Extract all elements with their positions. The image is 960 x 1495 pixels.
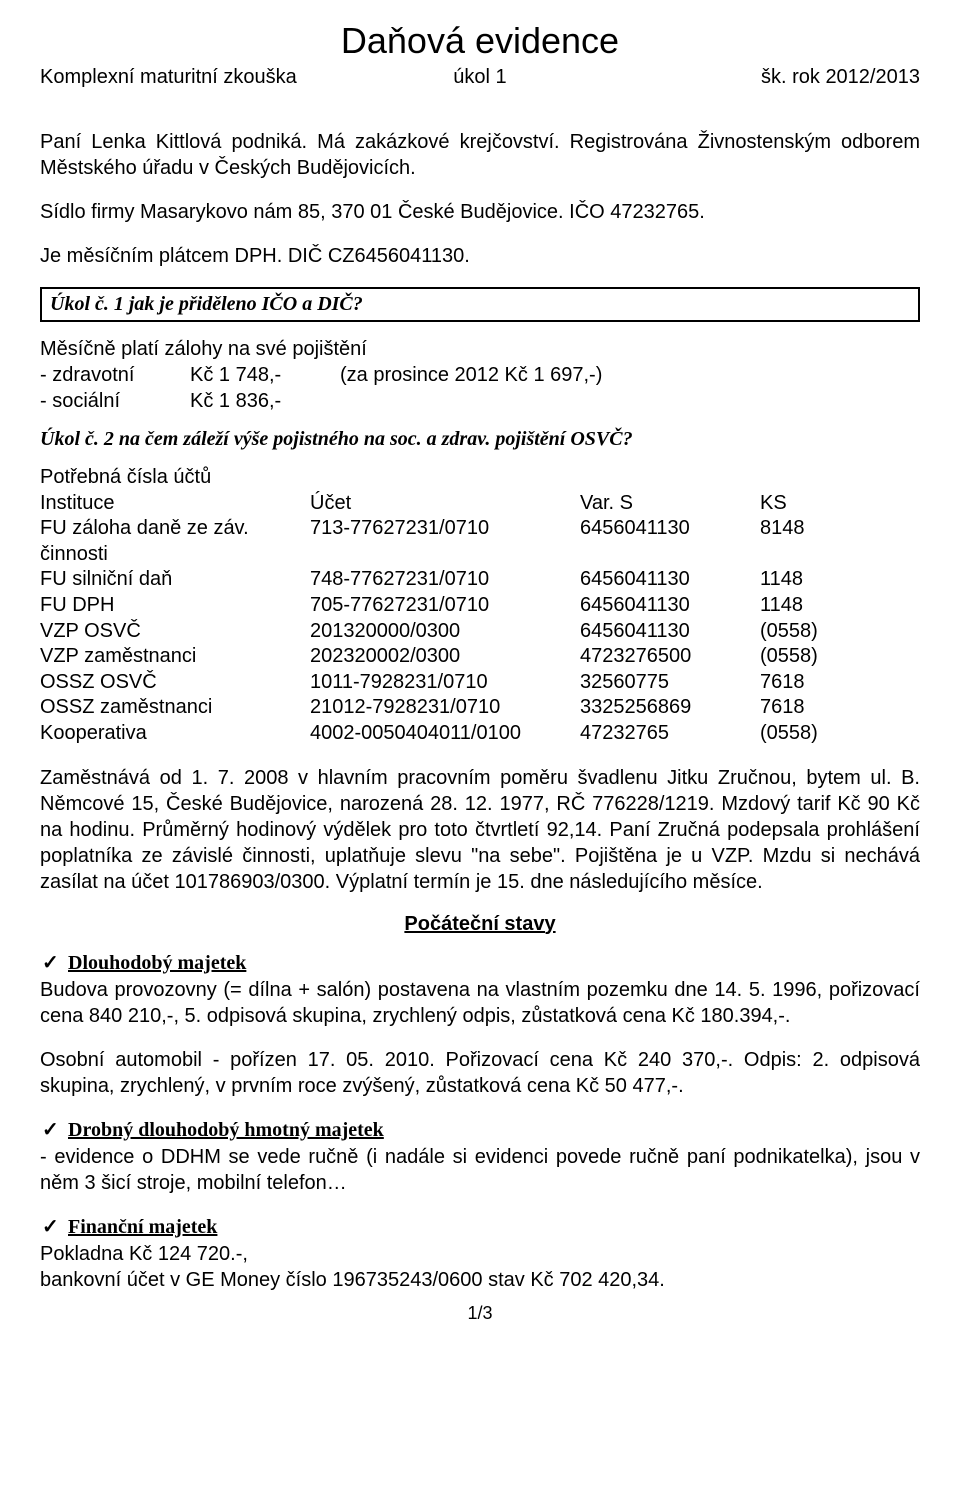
zalohy-intro: Měsíčně platí zálohy na své pojištění [40, 336, 920, 362]
cell: FU záloha daně ze záv. činnosti [40, 516, 310, 567]
table-row: OSSZ zaměstnanci21012-7928231/0710332525… [40, 695, 920, 721]
section-heading-initial: Počáteční stavy [40, 913, 920, 936]
cell: 32560775 [580, 670, 760, 696]
accounts-header: Instituce Účet Var. S KS [40, 491, 920, 517]
cell: 705-77627231/0710 [310, 593, 580, 619]
zalohy-amount: Kč 1 748,- [190, 362, 340, 388]
check-icon: ✓ [42, 950, 68, 975]
task-2: Úkol č. 2 na čem záleží výše pojistného … [40, 428, 920, 451]
intro-p1: Paní Lenka Kittlová podniká. Má zakázkov… [40, 129, 920, 181]
header-mid: úkol 1 [333, 66, 626, 89]
employment-paragraph: Zaměstnává od 1. 7. 2008 v hlavním praco… [40, 765, 920, 895]
zalohy-amount: Kč 1 836,- [190, 388, 340, 414]
header-row: Komplexní maturitní zkouška úkol 1 šk. r… [40, 66, 920, 89]
col-header: KS [760, 491, 860, 517]
cell: 8148 [760, 516, 860, 567]
zalohy-block: Měsíčně platí zálohy na své pojištění - … [40, 336, 920, 414]
cell: Kooperativa [40, 721, 310, 747]
col-header: Instituce [40, 491, 310, 517]
table-row: VZP OSVČ201320000/03006456041130(0558) [40, 619, 920, 645]
financni-l2: bankovní účet v GE Money číslo 196735243… [40, 1267, 920, 1293]
zalohy-note [340, 388, 920, 414]
cell: 4002-0050404011/0100 [310, 721, 580, 747]
cell: VZP OSVČ [40, 619, 310, 645]
cell: 47232765 [580, 721, 760, 747]
table-row: FU DPH705-77627231/071064560411301148 [40, 593, 920, 619]
check-label: Drobný dlouhodobý hmotný majetek [68, 1119, 384, 1141]
zalohy-row: - sociální Kč 1 836,- [40, 388, 920, 414]
document-page: Daňová evidence Komplexní maturitní zkou… [0, 0, 960, 1495]
cell: 4723276500 [580, 644, 760, 670]
cell: (0558) [760, 721, 860, 747]
table-row: Kooperativa4002-0050404011/010047232765(… [40, 721, 920, 747]
cell: 7618 [760, 695, 860, 721]
cell: (0558) [760, 619, 860, 645]
cell: 6456041130 [580, 516, 760, 567]
cell: 3325256869 [580, 695, 760, 721]
cell: OSSZ zaměstnanci [40, 695, 310, 721]
cell: FU DPH [40, 593, 310, 619]
table-row: FU silniční daň748-77627231/071064560411… [40, 567, 920, 593]
cell: 6456041130 [580, 619, 760, 645]
accounts-table: Potřebná čísla účtů Instituce Účet Var. … [40, 465, 920, 747]
cell: 201320000/0300 [310, 619, 580, 645]
page-number: 1/3 [40, 1303, 920, 1324]
cell: OSSZ OSVČ [40, 670, 310, 696]
check-drobny: ✓Drobný dlouhodobý hmotný majetek [68, 1117, 920, 1142]
check-icon: ✓ [42, 1214, 68, 1239]
cell: 202320002/0300 [310, 644, 580, 670]
cell: FU silniční daň [40, 567, 310, 593]
zalohy-row: - zdravotní Kč 1 748,- (za prosince 2012… [40, 362, 920, 388]
zalohy-label: - sociální [40, 388, 190, 414]
intro-p3: Je měsíčním plátcem DPH. DIČ CZ645604113… [40, 243, 920, 269]
header-left: Komplexní maturitní zkouška [40, 66, 333, 89]
table-row: OSSZ OSVČ1011-7928231/0710325607757618 [40, 670, 920, 696]
zalohy-label: - zdravotní [40, 362, 190, 388]
cell: VZP zaměstnanci [40, 644, 310, 670]
intro-p2: Sídlo firmy Masarykovo nám 85, 370 01 Če… [40, 199, 920, 225]
check-label: Finanční majetek [68, 1216, 217, 1238]
accounts-intro: Potřebná čísla účtů [40, 465, 920, 491]
check-dlouhodoby: ✓Dlouhodobý majetek [68, 950, 920, 975]
check-icon: ✓ [42, 1117, 68, 1142]
table-row: VZP zaměstnanci202320002/03004723276500(… [40, 644, 920, 670]
document-title: Daňová evidence [40, 20, 920, 62]
header-right: šk. rok 2012/2013 [627, 66, 920, 89]
table-row: FU záloha daně ze záv. činnosti713-77627… [40, 516, 920, 567]
cell: 1148 [760, 567, 860, 593]
drobny-p: - evidence o DDHM se vede ručně (i nadál… [40, 1144, 920, 1196]
task-1-box: Úkol č. 1 jak je přiděleno IČO a DIČ? [40, 287, 920, 322]
cell: (0558) [760, 644, 860, 670]
cell: 21012-7928231/0710 [310, 695, 580, 721]
cell: 7618 [760, 670, 860, 696]
check-financni: ✓Finanční majetek [68, 1214, 920, 1239]
cell: 748-77627231/0710 [310, 567, 580, 593]
financni-l1: Pokladna Kč 124 720.-, [40, 1241, 920, 1267]
cell: 6456041130 [580, 567, 760, 593]
col-header: Var. S [580, 491, 760, 517]
col-header: Účet [310, 491, 580, 517]
cell: 713-77627231/0710 [310, 516, 580, 567]
check-label: Dlouhodobý majetek [68, 952, 246, 974]
financni-block: Pokladna Kč 124 720.-, bankovní účet v G… [40, 1241, 920, 1293]
cell: 1148 [760, 593, 860, 619]
cell: 1011-7928231/0710 [310, 670, 580, 696]
dlouhodoby-p1: Budova provozovny (= dílna + salón) post… [40, 977, 920, 1029]
dlouhodoby-p2: Osobní automobil - pořízen 17. 05. 2010.… [40, 1047, 920, 1099]
cell: 6456041130 [580, 593, 760, 619]
zalohy-note: (za prosince 2012 Kč 1 697,-) [340, 362, 920, 388]
